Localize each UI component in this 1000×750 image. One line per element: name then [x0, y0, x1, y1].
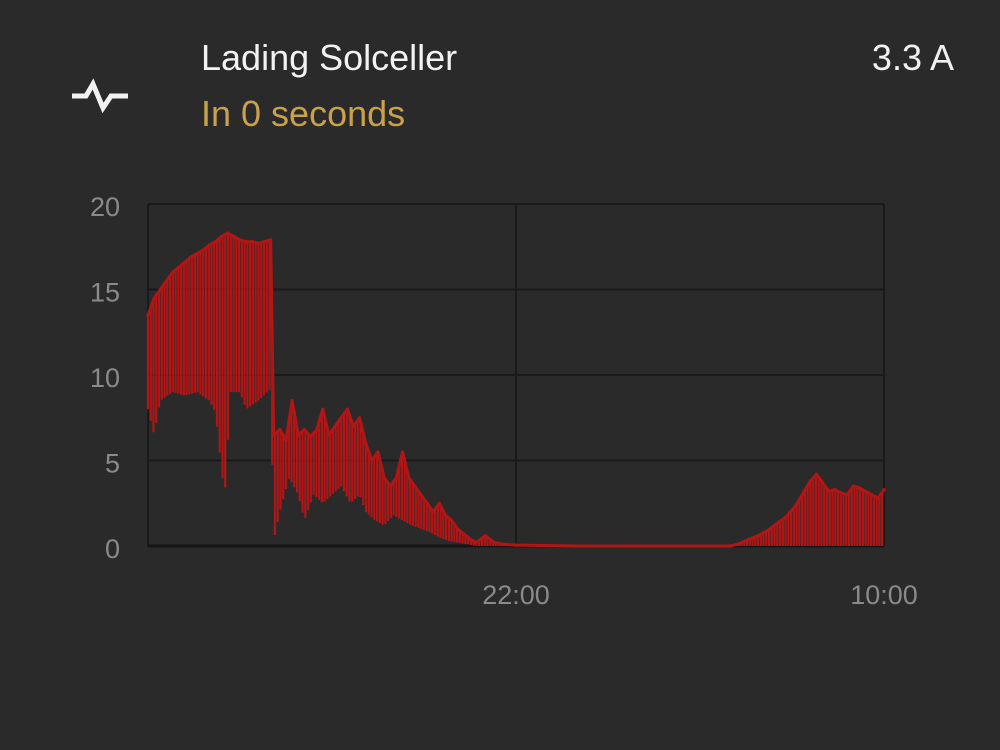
data-point — [226, 231, 230, 235]
data-point — [468, 537, 472, 541]
entity-title[interactable]: Lading Solceller — [201, 37, 458, 78]
data-point — [207, 243, 211, 247]
data-point — [250, 240, 254, 244]
data-point — [388, 484, 392, 488]
data-point — [339, 416, 343, 420]
data-point — [364, 441, 368, 445]
data-point — [302, 428, 306, 432]
data-point — [244, 240, 248, 244]
y-tick-label: 15 — [90, 278, 120, 308]
data-point — [882, 487, 886, 492]
y-tick-label: 0 — [105, 534, 120, 564]
data-point — [870, 493, 874, 497]
data-point — [431, 510, 435, 514]
data-point — [775, 522, 779, 526]
data-point — [321, 407, 325, 411]
history-chart[interactable]: 0 5 10 15 20 22:00 10:00 — [0, 170, 1000, 630]
data-point — [437, 501, 441, 505]
data-point — [502, 542, 506, 546]
data-point — [407, 476, 411, 480]
data-point — [351, 424, 356, 428]
data-point — [213, 240, 218, 244]
data-point — [146, 313, 150, 317]
data-point — [443, 513, 448, 517]
data-point — [158, 287, 162, 292]
data-point — [327, 433, 331, 437]
y-tick-label: 10 — [90, 363, 120, 393]
data-point — [793, 505, 797, 509]
data-point — [483, 534, 487, 538]
data-point — [290, 399, 294, 403]
data-point — [637, 544, 641, 548]
data-point — [514, 543, 518, 547]
data-point — [376, 450, 380, 454]
data-point — [492, 540, 497, 545]
data-point — [857, 486, 862, 490]
data-point — [462, 532, 466, 536]
data-point — [845, 493, 849, 497]
data-point — [756, 534, 760, 538]
data-point — [419, 493, 423, 497]
data-point — [296, 433, 300, 437]
data-point — [232, 234, 236, 239]
data-point — [201, 248, 205, 252]
current-value: 3.3 A — [871, 37, 954, 78]
data-point — [269, 238, 273, 242]
data-point — [220, 234, 224, 239]
data-point — [864, 489, 868, 493]
data-point — [333, 424, 337, 428]
data-point — [370, 458, 374, 463]
data-point — [450, 518, 454, 522]
data-point — [729, 544, 733, 548]
data-point — [195, 251, 199, 256]
data-point — [784, 515, 788, 519]
data-point — [262, 240, 267, 244]
x-tick-label: 22:00 — [482, 580, 550, 610]
data-point — [765, 529, 770, 533]
data-point — [474, 540, 478, 545]
data-point — [747, 537, 751, 541]
data-point — [821, 481, 825, 485]
data-point — [170, 270, 175, 274]
data-point — [315, 428, 319, 432]
data-point — [358, 416, 362, 420]
data-point — [425, 501, 429, 505]
data-point — [164, 279, 168, 283]
data-point — [272, 433, 276, 437]
data-point — [382, 476, 386, 480]
data-point — [802, 489, 806, 493]
data-point — [833, 487, 837, 492]
data-point — [814, 472, 819, 476]
last-changed-text: In 0 seconds — [201, 93, 406, 134]
x-tick-label: 10:00 — [850, 580, 918, 610]
pulse-icon — [72, 78, 128, 114]
data-point — [808, 479, 813, 483]
y-tick-label: 20 — [90, 192, 120, 222]
y-tick-label: 5 — [105, 449, 120, 479]
data-point — [575, 544, 579, 548]
data-point — [456, 527, 460, 531]
data-point — [256, 241, 260, 245]
data-point — [284, 438, 288, 442]
data-point — [177, 265, 181, 269]
data-point — [189, 255, 193, 259]
data-point — [238, 238, 242, 242]
data-point — [413, 484, 417, 488]
data-point — [394, 476, 398, 480]
data-point — [345, 407, 349, 411]
data-point — [183, 260, 187, 264]
data-point — [400, 450, 405, 454]
data-point — [876, 496, 880, 500]
data-point — [152, 296, 156, 300]
data-point — [278, 428, 282, 432]
data-point — [308, 434, 313, 439]
data-point — [738, 541, 742, 546]
data-point — [839, 491, 843, 495]
data-point — [851, 484, 855, 488]
data-point — [827, 489, 831, 493]
